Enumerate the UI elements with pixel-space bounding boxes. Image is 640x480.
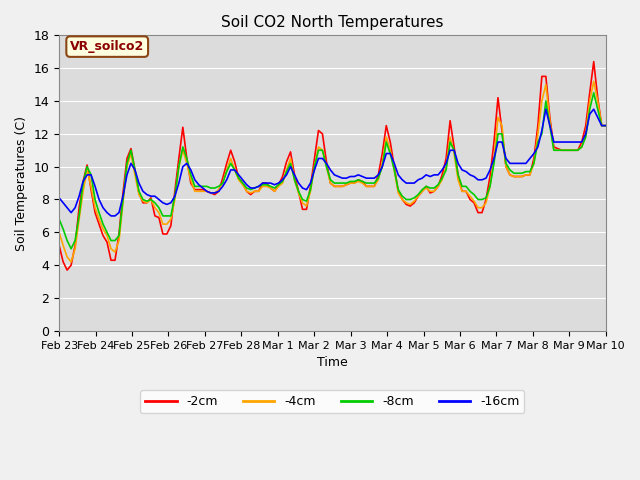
-16cm [602,123,609,129]
Title: Soil CO2 North Temperatures: Soil CO2 North Temperatures [221,15,444,30]
-8cm [590,90,598,96]
-8cm [275,182,282,188]
Legend: -2cm, -4cm, -8cm, -16cm: -2cm, -4cm, -8cm, -16cm [140,390,524,413]
-8cm [602,123,609,129]
-8cm [451,147,458,153]
-8cm [598,123,605,129]
-4cm [371,183,378,189]
-4cm [259,183,266,189]
-8cm [55,216,63,222]
-2cm [590,59,598,64]
-16cm [55,195,63,201]
-16cm [522,160,530,166]
-16cm [275,180,282,186]
-4cm [590,78,598,84]
Line: -16cm: -16cm [59,109,605,216]
-2cm [259,180,266,186]
-16cm [107,213,115,219]
-8cm [259,182,266,188]
X-axis label: Time: Time [317,356,348,369]
-2cm [602,123,609,129]
Y-axis label: Soil Temperatures (C): Soil Temperatures (C) [15,116,28,251]
-4cm [67,259,75,265]
-4cm [522,172,530,178]
-2cm [371,183,378,189]
-4cm [451,151,458,156]
-2cm [522,172,530,178]
-2cm [275,182,282,188]
Line: -2cm: -2cm [59,61,605,270]
-8cm [67,246,75,252]
-2cm [55,242,63,248]
-8cm [371,180,378,186]
Line: -8cm: -8cm [59,93,605,249]
-16cm [542,107,550,112]
-16cm [451,147,458,153]
-4cm [602,123,609,129]
Text: VR_soilco2: VR_soilco2 [70,40,145,53]
-4cm [55,229,63,235]
-16cm [371,175,378,181]
-2cm [63,267,71,273]
-16cm [598,123,605,129]
Line: -4cm: -4cm [59,81,605,262]
-8cm [522,168,530,174]
-2cm [451,144,458,150]
-4cm [598,123,605,129]
-2cm [598,123,605,129]
-16cm [259,180,266,186]
-4cm [275,183,282,189]
